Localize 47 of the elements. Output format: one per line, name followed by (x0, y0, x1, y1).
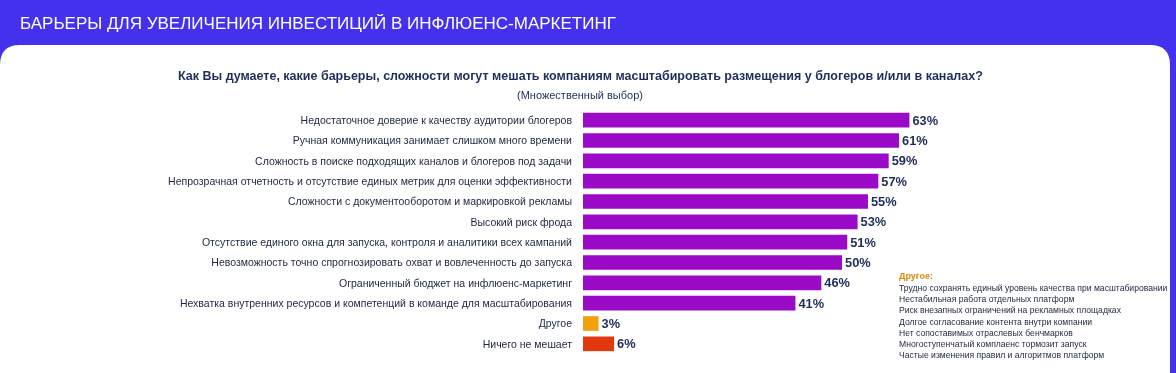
data-label: 57% (881, 173, 908, 189)
data-label: 51% (850, 234, 877, 250)
bar (583, 173, 879, 189)
data-label: 50% (845, 255, 872, 271)
data-label: 6% (617, 336, 637, 352)
bar (583, 316, 599, 331)
data-label: 46% (824, 275, 851, 291)
data-label: 63% (912, 112, 939, 128)
annotation: Трудно сохранять единый уровень качества при масштабировании (899, 283, 1168, 293)
data-label: 3% (601, 316, 621, 332)
data-label: 41% (798, 295, 825, 311)
annotation: Многоступенчатый комплаенс тормозит запуск (899, 339, 1087, 349)
bar (583, 133, 900, 148)
y-tick-label: Другое (538, 317, 573, 330)
bar (583, 275, 822, 291)
bar (583, 194, 868, 209)
annotation: Нет сопоставимых отраслевых бенчмарков (899, 328, 1074, 338)
bar (583, 153, 889, 169)
y-tick-label: Сложности с документооборотом и маркировкой рекламы (287, 195, 572, 208)
annotation: Долгое согласование контента внутри компании (899, 317, 1093, 327)
data-label: 55% (870, 194, 898, 210)
y-tick-label: Высокий риск фрода (470, 215, 573, 228)
y-tick-label: Ограниченный бюджет на инфлюенс-маркетинг (338, 276, 573, 289)
bar (583, 214, 858, 230)
annotation: Нестабильная работа отдельных платформ (899, 294, 1075, 304)
bar (583, 336, 615, 352)
data-label: 61% (902, 133, 929, 149)
bar (583, 112, 910, 128)
chart-subtitle: Как Вы думаете, какие барьеры, сложности могут мешать компаниям масштабировать размещения у блогеров и/или в каналах? (178, 69, 983, 83)
bar (583, 255, 843, 270)
data-label: 53% (860, 214, 887, 230)
bar (583, 295, 796, 311)
annotation: Частые изменения правил и алгоритмов платформ (899, 350, 1105, 360)
y-tick-label: Ничего не мешает (482, 337, 573, 350)
y-tick-label: Сложность в поиске подходящих каналов и блогеров под задачи (255, 154, 573, 167)
data-label: 59% (891, 153, 918, 169)
y-tick-label: Непрозрачная отчетность и отсутствие единых метрик для оценки эффективности (168, 174, 573, 187)
y-tick-label: Отсутствие единого окна для запуска, контроля и аналитики всех кампаний (201, 235, 573, 248)
y-tick-label: Ручная коммуникация занимает слишком много времени (292, 134, 573, 147)
annotation: Другое: (899, 271, 933, 281)
bar (583, 234, 848, 250)
annotation: Риск внезапных ограничений на рекламных площадках (899, 305, 1122, 315)
y-tick-label: Недостаточное доверие к качеству аудитории блогеров (300, 113, 573, 126)
y-tick-label: Нехватка внутренних ресурсов и компетенций в команде для масштабирования (179, 296, 572, 309)
y-tick-label: Невозможность точно спрогнозировать охват и вовлеченность до запуска (211, 256, 573, 269)
text: БАРЬЕРЫ ДЛЯ УВЕЛИЧЕНИЯ ИНВЕСТИЦИЙ В ИНФЛЮЕНС-МАРКЕТИНГ (20, 14, 616, 33)
text: (Множественный выбор) (517, 89, 643, 101)
